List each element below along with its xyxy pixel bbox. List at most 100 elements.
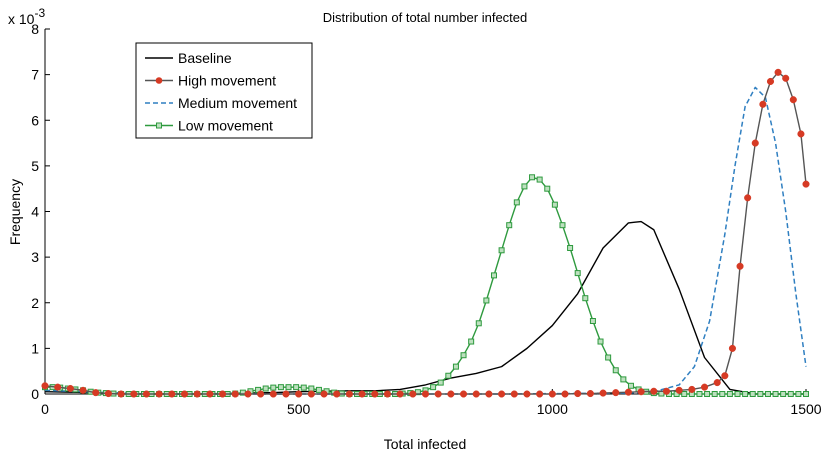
data-point (620, 376, 627, 383)
data-point (460, 352, 467, 359)
data-point (434, 390, 442, 398)
data-point (662, 387, 671, 395)
data-point (180, 390, 189, 398)
chart-title: Distribution of total number infected (323, 10, 528, 25)
data-point (772, 391, 779, 397)
data-point (675, 386, 683, 394)
data-point (803, 391, 809, 397)
data-point (460, 390, 468, 398)
data-point (802, 180, 810, 188)
data-point (295, 390, 303, 398)
y-axis-label: Frequency (7, 179, 23, 245)
data-point (704, 391, 711, 397)
y-tick-label: 0 (31, 386, 39, 402)
data-point (787, 391, 794, 397)
y-tick-label: 4 (31, 204, 39, 220)
data-point (574, 389, 582, 398)
data-point (637, 388, 645, 396)
data-point (117, 390, 125, 398)
data-point (66, 384, 74, 393)
data-point (605, 354, 612, 361)
data-point (475, 320, 482, 327)
data-point (452, 363, 459, 370)
x-tick-label: 500 (287, 401, 311, 417)
data-point (300, 384, 307, 391)
y-multiplier-exponent: -3 (34, 6, 45, 20)
series-low-movement (42, 174, 809, 397)
x-tick-label: 1000 (537, 401, 568, 417)
data-point (490, 272, 497, 279)
y-tick-label: 6 (31, 112, 39, 128)
data-point (498, 247, 505, 254)
data-point (285, 384, 292, 391)
data-point (421, 390, 430, 398)
legend-item-baseline: Baseline (145, 50, 232, 66)
data-point (498, 390, 506, 398)
data-point (536, 176, 543, 183)
y-multiplier-label: x 10-3 (8, 6, 45, 27)
series-layer (41, 68, 810, 398)
data-point (396, 390, 404, 398)
data-point (548, 390, 556, 398)
data-point (485, 390, 493, 398)
data-point (759, 100, 767, 108)
legend-label: Low movement (178, 118, 273, 134)
data-point (726, 391, 733, 397)
y-tick-label: 5 (31, 158, 39, 174)
series-line-low-movement (45, 176, 806, 395)
data-point (383, 390, 392, 398)
data-point (627, 382, 634, 389)
legend-item-low-movement: Low movement (145, 118, 273, 134)
data-point (409, 390, 417, 398)
data-point (757, 391, 764, 397)
data-point (79, 386, 87, 394)
data-point (544, 185, 551, 192)
data-point (582, 295, 589, 302)
y-tick-label: 3 (31, 249, 39, 265)
data-point (742, 391, 749, 397)
data-point (586, 389, 594, 398)
data-point (358, 390, 366, 398)
x-tick-label: 1500 (790, 401, 821, 417)
y-tick-label: 2 (31, 295, 39, 311)
series-high-movement (41, 68, 810, 398)
data-point (650, 387, 658, 395)
data-point (612, 367, 619, 374)
data-point (713, 379, 721, 387)
data-point (282, 390, 290, 398)
y-tick-label: 8 (31, 21, 39, 37)
data-point (333, 390, 341, 398)
data-point (430, 384, 437, 391)
data-point (797, 130, 805, 138)
data-point (567, 245, 574, 251)
data-point (688, 385, 696, 393)
legend-marker (156, 122, 162, 129)
data-point (764, 391, 771, 397)
data-point (320, 390, 328, 398)
data-point (41, 382, 49, 390)
data-point (728, 344, 736, 352)
data-point (719, 391, 726, 397)
data-point (219, 390, 227, 398)
data-point (371, 390, 379, 398)
data-point (345, 390, 353, 398)
data-point (468, 338, 475, 345)
data-point (315, 386, 322, 393)
data-point (574, 270, 581, 277)
data-point (445, 372, 452, 379)
data-point (155, 390, 163, 398)
data-point (142, 390, 151, 398)
data-point (736, 262, 744, 270)
data-point (437, 379, 444, 386)
legend-item-high-movement: High movement (145, 73, 276, 89)
data-point (54, 383, 62, 391)
data-point (293, 384, 300, 391)
data-point (721, 372, 729, 380)
data-point (744, 194, 752, 202)
data-point (447, 390, 455, 398)
data-point (795, 391, 802, 397)
data-point (599, 389, 607, 397)
x-axis-label: Total infected (384, 436, 467, 452)
data-point (231, 390, 239, 398)
